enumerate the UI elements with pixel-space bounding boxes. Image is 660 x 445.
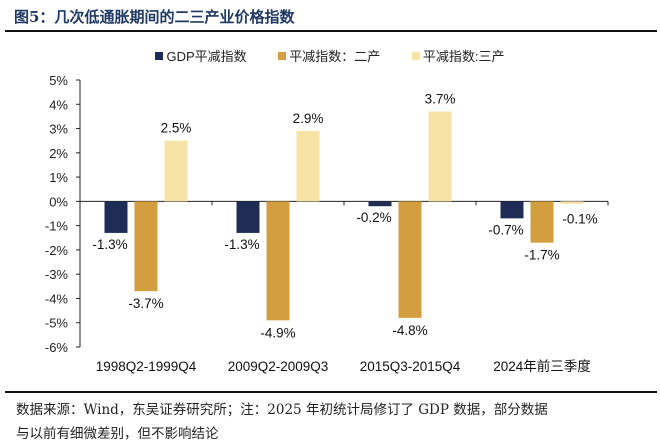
data-label: 2.9% [293, 111, 324, 126]
bar-3 [560, 201, 584, 204]
footnote-line-2: 与以前有细微差别，但不影响结论 [16, 426, 219, 442]
x-tick-label: 2015Q3-2015Q4 [360, 359, 461, 374]
x-tick-label: 1998Q2-1999Q4 [96, 359, 197, 374]
data-label: -3.7% [128, 296, 163, 311]
bar-1 [368, 201, 392, 207]
x-tick-label: 2024年前三季度 [493, 358, 591, 374]
figure-title: 图5：几次低通胀期间的二三产业价格指数 [14, 8, 295, 26]
legend-swatch [278, 52, 287, 60]
data-label: -1.3% [92, 237, 127, 252]
bar-3 [296, 130, 320, 202]
y-tick-label: 2% [49, 146, 68, 161]
y-tick-label: 3% [49, 122, 68, 137]
bar-3 [428, 111, 452, 202]
y-tick-label: 0% [49, 194, 68, 209]
bar-2 [530, 201, 554, 243]
data-label: -0.7% [488, 222, 523, 237]
bar-1 [500, 201, 524, 219]
footnote-line-1: 数据来源：Wind，东吴证券研究所；注：2025 年初统计局修订了 GDP 数据… [16, 402, 548, 418]
legend: GDP平减指数 平减指数：二产 平减指数:三产 [0, 46, 660, 65]
legend-item-tertiary: 平减指数:三产 [411, 46, 505, 65]
data-label: -1.7% [524, 248, 559, 263]
title-rule [5, 30, 657, 32]
y-tick-label: -6% [45, 340, 69, 355]
bar-chart: 5% 4% 3% 2% 1% 0% -1% -2% -3% -4% -5% -6% 1998Q2-199… [45, 73, 609, 374]
legend-swatch [411, 52, 420, 60]
bar-2 [266, 201, 290, 321]
legend-label: 平减指数：二产 [289, 49, 381, 64]
legend-swatch [155, 52, 164, 60]
bar-3 [164, 140, 188, 202]
data-label: -0.1% [562, 211, 597, 226]
y-tick-label: 1% [49, 170, 68, 185]
legend-label: GDP平减指数 [166, 49, 247, 64]
y-tick-label: -5% [45, 316, 69, 331]
bottom-rule [5, 391, 657, 393]
legend-item-gdp: GDP平减指数 [155, 46, 247, 65]
data-label: 2.5% [161, 121, 192, 136]
x-tick-label: 2009Q2-2009Q3 [228, 359, 329, 374]
data-label: -4.8% [392, 323, 427, 338]
y-tick-label: -4% [45, 291, 69, 306]
data-label: -4.9% [260, 325, 295, 340]
legend-item-secondary: 平减指数：二产 [278, 46, 380, 65]
y-tick-label: -2% [45, 243, 69, 258]
bar-1 [104, 201, 128, 233]
y-tick-label: 4% [49, 97, 68, 112]
y-tick-label: 5% [49, 73, 68, 88]
data-label: 3.7% [425, 92, 456, 107]
data-label: -1.3% [224, 237, 259, 252]
bar-1 [236, 201, 260, 233]
data-label: -0.2% [356, 210, 391, 225]
legend-label: 平减指数:三产 [422, 49, 505, 64]
y-tick-label: -3% [45, 267, 69, 282]
y-tick-label: -1% [45, 219, 69, 234]
bar-2 [398, 201, 422, 318]
bar-2 [134, 201, 158, 292]
